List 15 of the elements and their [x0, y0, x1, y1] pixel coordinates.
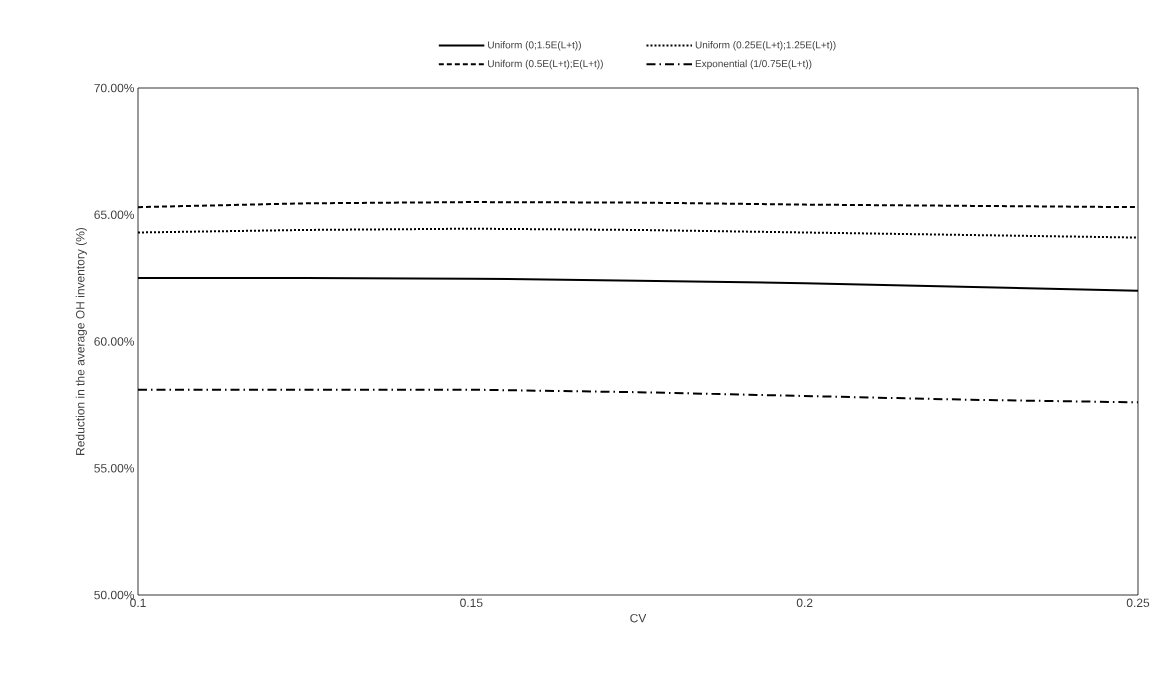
legend-label: Uniform (0;1.5E(L+t)): [488, 41, 581, 51]
y-tick-label: 70.00%: [94, 83, 135, 93]
y-tick-label: 60.00%: [94, 337, 135, 346]
x-tick-label: 0.1: [130, 598, 146, 608]
y-axis-title: Reduction in the average OH inventory (%): [75, 227, 87, 455]
legend-label: Uniform (0.25E(L+t);1.25E(L+t)): [695, 41, 836, 51]
x-tick-label: 0.2: [796, 598, 813, 608]
y-tick-label: 50.00%: [94, 590, 135, 600]
legend-label: Exponential (1/0.75E(L+t)): [695, 59, 812, 70]
x-tick-label: 0.15: [460, 598, 483, 608]
legend-label: Uniform (0.5E(L+t);E(L+t)): [488, 59, 603, 70]
x-axis-title: CV: [630, 613, 647, 623]
y-tick-label: 55.00%: [94, 464, 135, 473]
y-tick-label: 65.00%: [94, 210, 135, 219]
x-tick-label: 0.25: [1126, 598, 1150, 608]
